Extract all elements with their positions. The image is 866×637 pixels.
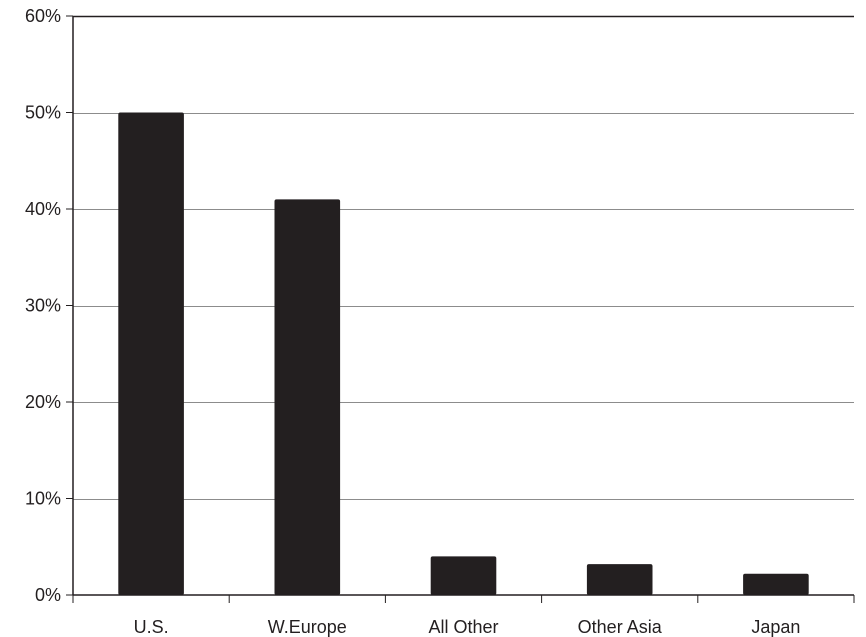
bar-all-other [430, 556, 497, 595]
y-tick-label-6: 60% [25, 6, 61, 26]
y-tick-label-3: 30% [25, 296, 61, 316]
x-tick-label-2: All Other [428, 617, 498, 637]
x-tick-label-0: U.S. [134, 617, 169, 637]
y-tick-label-0: 0% [35, 585, 61, 605]
bar-other-asia [586, 564, 653, 595]
bar-japan [743, 573, 809, 595]
y-tick-label-4: 40% [25, 199, 61, 219]
y-tick-label-5: 50% [25, 103, 61, 123]
x-tick-label-3: Other Asia [578, 617, 663, 637]
y-tick-label-2: 20% [25, 392, 61, 412]
x-tick-label-4: Japan [751, 617, 800, 637]
bar-w-europe [274, 199, 341, 595]
y-tick-label-1: 10% [25, 489, 61, 509]
x-tick-label-1: W.Europe [268, 617, 347, 637]
bar-u-s- [118, 112, 184, 595]
